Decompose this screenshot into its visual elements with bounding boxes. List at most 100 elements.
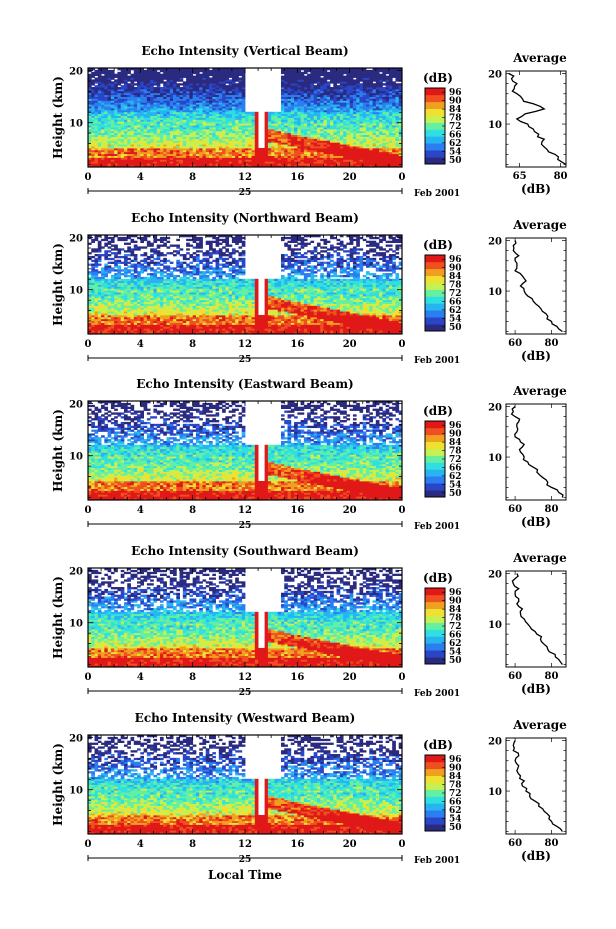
heatmap-cell [127, 76, 131, 78]
heatmap-cell [265, 112, 269, 114]
x-tick-label: 4 [137, 172, 144, 183]
heatmap-cell [160, 87, 164, 89]
x-tick-label: 16 [290, 172, 304, 183]
heatmap-cell [127, 83, 131, 85]
heatmap-cell [95, 78, 99, 80]
heatmap-cell [238, 78, 242, 80]
colorbar-swatch [425, 95, 445, 102]
heatmap-cell [117, 87, 121, 89]
heatmap-cell [379, 74, 383, 76]
y-tick-label: 10 [69, 119, 83, 130]
heatmap-cell [337, 85, 341, 87]
heatmap-cell [157, 72, 161, 74]
heatmap-cell [382, 83, 386, 85]
date-suffix-label: Feb 2001 [414, 189, 460, 199]
x-tick-label: 8 [189, 172, 196, 183]
panel-title: Echo Intensity (Vertical Beam) [141, 44, 348, 58]
heatmap-cell [144, 70, 148, 72]
colorbar-swatch [425, 136, 445, 143]
heatmap-cell [101, 76, 105, 78]
heatmap-cell [209, 70, 213, 72]
heatmap-cell [258, 148, 262, 150]
heatmap-cell [245, 112, 249, 114]
heatmap-cells [88, 235, 402, 334]
y-tick-label: 20 [69, 67, 83, 78]
y-axis-label: Height (km) [51, 76, 65, 159]
heatmap-cell [114, 79, 118, 81]
heatmap-cell [176, 83, 180, 85]
colorbar-swatch [425, 129, 445, 136]
heatmap-cell [314, 85, 318, 87]
heatmap-cell [183, 81, 187, 83]
average-x-tick-label: 65 [513, 171, 527, 182]
heatmap-cell [281, 76, 285, 78]
heatmap-cell [307, 74, 311, 76]
average-title: Average [512, 51, 567, 65]
heatmap-cell [193, 76, 197, 78]
heatmap-cell [131, 74, 135, 76]
heatmap-cell [95, 85, 99, 87]
heatmap-cell [229, 79, 233, 81]
heatmap-cell [134, 83, 138, 85]
heatmap-cell [108, 70, 112, 72]
x-tick-label: 0 [85, 172, 92, 183]
heatmap-cell [278, 112, 282, 114]
x-tick-label: 0 [399, 172, 406, 183]
heatmap-cell [252, 112, 256, 114]
heatmap-cell [114, 74, 118, 76]
panel-title: Echo Intensity (Northward Beam) [131, 211, 359, 225]
heatmap-cell [121, 85, 125, 87]
heatmap-cell [369, 70, 373, 72]
colorbar-swatch [425, 143, 445, 150]
heatmap-cell [153, 87, 157, 89]
heatmap-cell [327, 72, 331, 74]
heatmap-cell [373, 83, 377, 85]
heatmap-cell [248, 112, 252, 114]
average-profile-line [509, 74, 566, 165]
heatmap-cell [320, 78, 324, 80]
heatmap-cell [199, 74, 203, 76]
average-y-tick-label: 20 [488, 70, 502, 81]
heatmap-cell [268, 112, 272, 114]
heatmap-cell [330, 87, 334, 89]
average-x-label: (dB) [521, 182, 551, 196]
heatmap-cells [88, 68, 402, 167]
heatmap-cell [261, 148, 265, 150]
heatmap-cell [395, 83, 399, 85]
heatmap-cell [304, 76, 308, 78]
date-day-label: 25 [239, 188, 252, 198]
colorbar-swatch [425, 88, 445, 95]
heatmap-cell [111, 81, 115, 83]
x-tick-label: 12 [238, 172, 252, 183]
heatmap-cell [327, 81, 331, 83]
colorbar-swatch [425, 102, 445, 109]
heatmap-cell [163, 81, 167, 83]
panel-0: Echo Intensity (Vertical Beam) 0 4 8 12 16 20 0… [51, 44, 568, 199]
heatmap-cell [209, 78, 213, 80]
heatmap-cell [91, 72, 95, 74]
heatmap-cell [117, 72, 121, 74]
heatmap-cell [353, 79, 357, 81]
heatmap-cell [91, 87, 95, 89]
heatmap-cell [274, 112, 278, 114]
heatmap-cell [271, 112, 275, 114]
heatmap-cell [134, 87, 138, 89]
heatmap-cell [225, 85, 229, 87]
average-y-tick-label: 10 [488, 120, 502, 131]
heatmap-cell [180, 87, 184, 89]
heatmap-cell [301, 72, 305, 74]
heatmap-cell [255, 112, 259, 114]
heatmap-cell [386, 76, 390, 78]
heatmap-cell [95, 70, 99, 72]
heatmap-cell [343, 76, 347, 78]
average-x-tick-label: 80 [554, 171, 568, 182]
x-tick-label: 20 [343, 172, 357, 183]
heatmap-cell [392, 81, 396, 83]
heatmap-cell [366, 70, 370, 72]
heatmap-cell [180, 83, 184, 85]
heatmap-cell [91, 79, 95, 81]
heatmap-cell [235, 83, 239, 85]
colorbar-swatch [425, 116, 445, 123]
colorbar-swatch [425, 109, 445, 116]
